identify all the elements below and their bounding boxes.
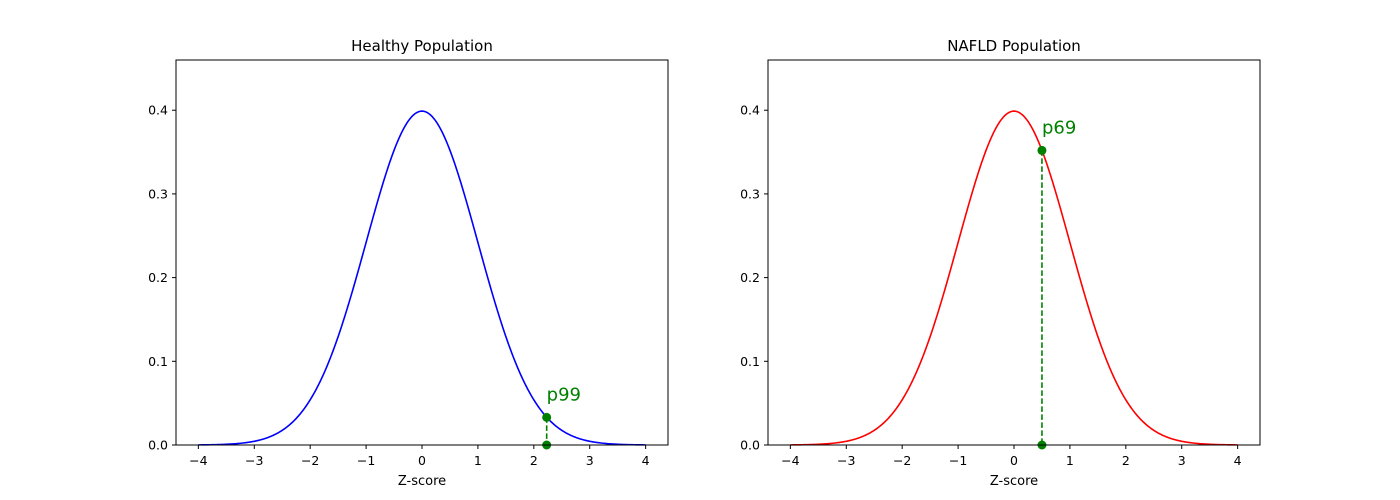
x-tick-label: 4: [1234, 453, 1242, 468]
y-tick-label: 0.3: [740, 186, 760, 201]
y-tick-label: 0.3: [148, 186, 168, 201]
y-tick-label: 0.1: [148, 354, 168, 369]
y-tick-label: 0.4: [148, 103, 168, 118]
x-tick-label: 3: [1178, 453, 1186, 468]
axes-frame: [175, 59, 669, 446]
x-tick-label: −3: [245, 453, 263, 468]
percentile-label: p69: [1042, 117, 1076, 138]
x-tick-label: −3: [837, 453, 855, 468]
y-tick-label: 0.2: [740, 270, 760, 285]
percentile-point: [1037, 145, 1047, 155]
x-tick-label: −2: [893, 453, 911, 468]
x-tick-label: 1: [1066, 453, 1074, 468]
x-tick-label: −1: [949, 453, 967, 468]
y-tick-label: 0.0: [740, 438, 760, 453]
chart-title: NAFLD Population: [947, 37, 1081, 55]
x-axis-label: Z-score: [398, 474, 446, 489]
x-tick-label: 1: [474, 453, 482, 468]
x-axis-label: Z-score: [990, 474, 1038, 489]
chart-title: Healthy Population: [351, 37, 493, 55]
x-tick-label: −2: [301, 453, 319, 468]
x-tick-label: 2: [1122, 453, 1130, 468]
x-tick-label: −1: [357, 453, 375, 468]
series-line-1: [198, 110, 646, 446]
axes-frame: [767, 59, 1261, 446]
x-tick-label: 4: [642, 453, 650, 468]
chart-panel-2: NAFLD Population −4 −3 −2 −1 0 1 2 3 4 0.0 0.1 0.2 0.…: [740, 37, 1261, 489]
series-line-1: [790, 110, 1238, 446]
chart-panel-1: Healthy Population −4 −3 −2 −1 0 1 2 3 4 0.0 0.1 0.2…: [148, 37, 669, 489]
y-tick-label: 0.4: [740, 103, 760, 118]
percentile-label: p99: [547, 384, 581, 405]
x-tick-label: −4: [781, 453, 799, 468]
y-tick-label: 0.2: [148, 270, 168, 285]
percentile-point: [542, 412, 552, 422]
x-tick-label: −4: [189, 453, 207, 468]
x-tick-label: 0: [1010, 453, 1018, 468]
x-tick-label: 0: [418, 453, 426, 468]
x-tick-label: 3: [586, 453, 594, 468]
y-tick-label: 0.1: [740, 354, 760, 369]
y-tick-label: 0.0: [148, 438, 168, 453]
x-tick-label: 2: [530, 453, 538, 468]
